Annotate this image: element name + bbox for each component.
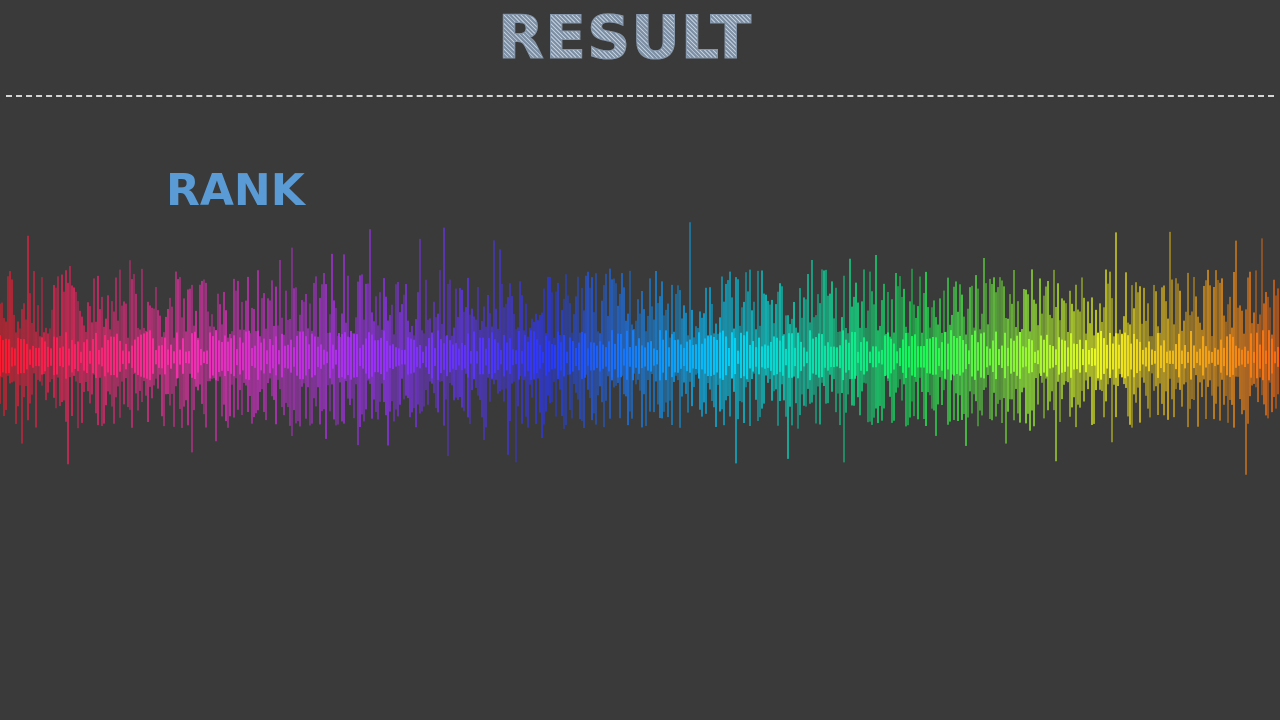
title-divider [6, 95, 1274, 97]
sound-waveform-graphic [0, 222, 1280, 475]
result-title: RESULT [0, 0, 1250, 76]
rank-label: RANK [166, 165, 305, 216]
waveform-bars [0, 222, 1279, 475]
